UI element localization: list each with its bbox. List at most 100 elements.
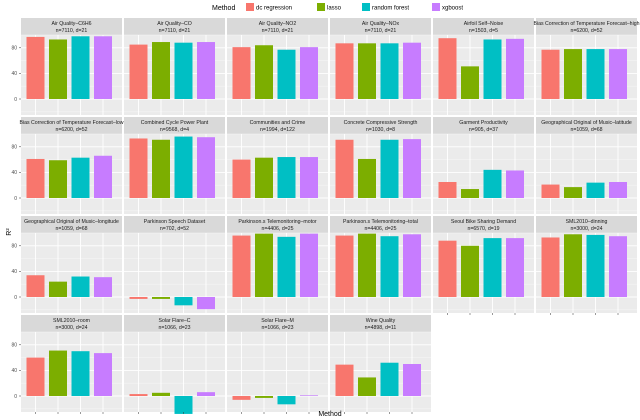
strip-14: [227, 216, 328, 233]
legend-key-2: [362, 3, 370, 11]
bar-12-3: [94, 277, 112, 297]
legend-title: Method: [212, 5, 235, 12]
panel-title-17: SML2010–dinning: [566, 219, 608, 225]
bar-15-0: [335, 235, 354, 297]
bar-10-2: [483, 169, 502, 198]
panel-title-16: Seoul Bike Sharing Demand: [451, 219, 516, 225]
bar-9-0: [335, 139, 354, 198]
panel-subtitle-15: n=4406, d=25: [364, 226, 396, 232]
bar-21-1: [358, 377, 376, 396]
bar-3-0: [335, 43, 354, 99]
panel-subtitle-7: n=9568, d=4: [160, 127, 189, 133]
strip-2: [227, 18, 328, 35]
bar-5-3: [609, 49, 627, 99]
legend-label-0: dc regression: [256, 6, 292, 12]
bar-19-2: [174, 396, 193, 414]
bar-1-2: [174, 42, 193, 99]
bar-2-2: [277, 49, 296, 99]
y-tick-label-18-2: 80: [11, 343, 17, 349]
bar-21-2: [380, 362, 399, 396]
strip-5: [536, 18, 637, 35]
bar-17-2: [586, 234, 605, 297]
panel-subtitle-4: n=1503, d=5: [469, 28, 498, 34]
strip-19: [124, 315, 225, 332]
bar-11-1: [564, 187, 582, 198]
bar-6-3: [94, 155, 112, 198]
bar-18-0: [26, 357, 45, 396]
panel-title-15: Parkinson.s Telemonitoring–total: [343, 219, 418, 225]
strip-8: [227, 117, 328, 134]
bar-10-0: [438, 182, 457, 198]
bar-17-1: [564, 234, 582, 297]
strip-16: [433, 216, 534, 233]
panel-title-19: Solar Flare–C: [158, 318, 190, 324]
bar-11-3: [609, 182, 627, 198]
bar-9-2: [380, 139, 399, 198]
strip-20: [227, 315, 328, 332]
bar-7-3: [197, 137, 215, 198]
panel-subtitle-20: n=1066, d=23: [261, 325, 293, 331]
panel-12: Geographical Original of Music–longitude…: [11, 216, 122, 313]
bar-4-0: [438, 38, 457, 99]
bar-8-0: [232, 159, 251, 198]
panel-subtitle-0: n=7110, d=21: [56, 28, 88, 34]
panel-subtitle-17: n=3000, d=24: [570, 226, 602, 232]
y-tick-label-0-1: 40: [11, 71, 17, 77]
bar-16-0: [438, 240, 457, 297]
panel-title-18: SML2010–room: [53, 318, 90, 324]
strip-12: [21, 216, 122, 233]
bar-8-3: [300, 157, 318, 198]
bar-3-1: [358, 43, 376, 99]
panel-subtitle-10: n=905, d=37: [469, 127, 498, 133]
bar-6-0: [26, 158, 45, 198]
bar-0-1: [49, 39, 67, 99]
panel-title-6: Bias Correction of Temperature Forecast–…: [20, 120, 124, 126]
bar-1-0: [129, 44, 148, 99]
bar-20-1: [255, 396, 273, 398]
bar-19-1: [152, 392, 170, 396]
panel-title-12: Geographical Original of Music–longitude: [24, 219, 119, 225]
strip-15: [330, 216, 431, 233]
x-axis-title: Method: [318, 411, 341, 418]
panel-subtitle-11: n=1059, d=68: [570, 127, 602, 133]
bar-11-0: [541, 184, 560, 198]
y-tick-label-12-2: 80: [11, 244, 17, 250]
bar-21-3: [403, 364, 421, 396]
panel-title-13: Parkinson Speech Dataset: [144, 219, 206, 225]
panel-title-4: Airfoil Self–Noise: [464, 21, 504, 27]
bar-1-1: [152, 42, 170, 99]
bar-16-1: [461, 245, 479, 297]
bar-14-0: [232, 235, 251, 297]
bar-0-2: [71, 36, 90, 99]
panel-title-10: Garment Productivity: [459, 120, 508, 126]
panel-subtitle-8: n=1994, d=122: [260, 127, 295, 133]
bar-5-1: [564, 49, 582, 99]
strip-21: [330, 315, 431, 332]
plot-bg-12: [21, 233, 122, 313]
panel-5: Bias Correction of Temperature Forecast–…: [533, 18, 640, 115]
strip-7: [124, 117, 225, 134]
panel-title-3: Air Quality–NOx: [362, 21, 400, 27]
panel-14: Parkinson.s Telemonitoring–motorn=4406, …: [227, 216, 328, 313]
panel-title-9: Concrete Compressive Strength: [344, 120, 418, 126]
bar-18-2: [71, 351, 90, 396]
legend-label-2: random forest: [372, 6, 409, 12]
bar-14-1: [255, 233, 273, 297]
panel-title-11: Geographical Original of Music–latitude: [541, 120, 632, 126]
plot-bg-11: [536, 134, 637, 214]
bar-14-2: [277, 236, 296, 297]
panel-title-14: Parkinson.s Telemonitoring–motor: [238, 219, 317, 225]
bar-17-3: [609, 236, 627, 297]
bar-10-1: [461, 189, 479, 198]
bar-9-1: [358, 158, 376, 198]
panel-subtitle-5: n=6200, d=52: [570, 28, 602, 34]
y-tick-label-6-0: 0: [14, 196, 17, 202]
panel-19: Solar Flare–Cn=1066, d=23: [124, 315, 225, 414]
bar-17-0: [541, 237, 560, 297]
bar-8-1: [255, 157, 273, 198]
